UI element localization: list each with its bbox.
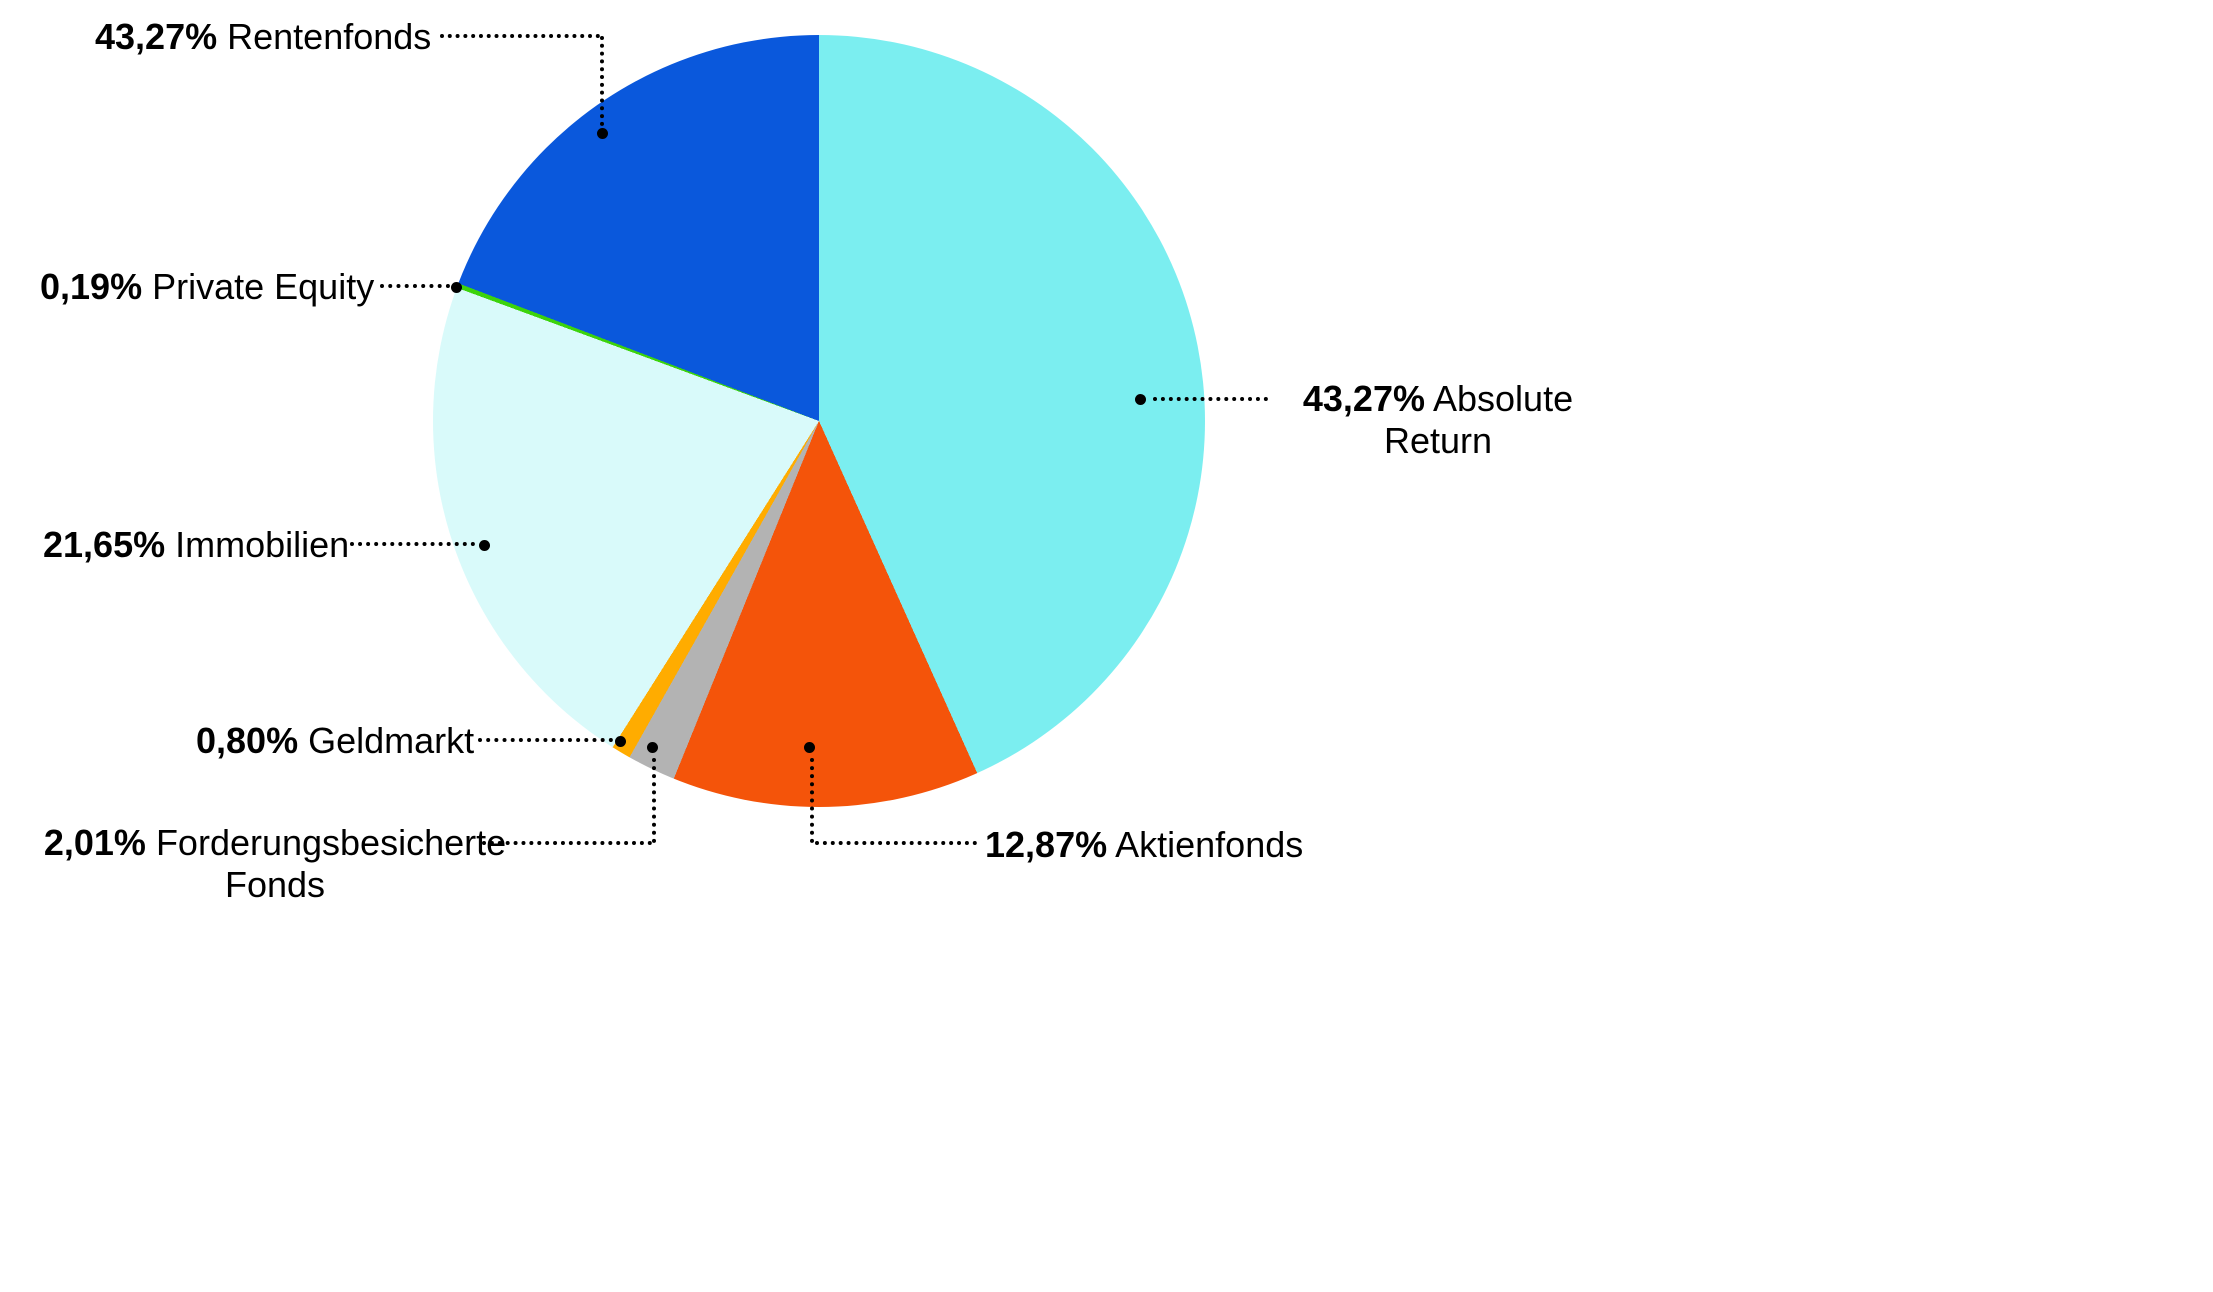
leader-rentenfonds-horizontal <box>440 34 600 38</box>
label-aktienfonds-name: Aktienfonds <box>1115 824 1304 865</box>
label-absolute-return-value: 43,27% <box>1302 378 1425 419</box>
label-forderungsbesicherte-fonds-name: Forderungsbesicherte Fonds <box>155 822 507 906</box>
marker-dot-absolute-return <box>1135 394 1146 405</box>
label-rentenfonds: 43,27% Rentenfonds <box>95 16 431 58</box>
label-geldmarkt-name: Geldmarkt <box>308 720 475 761</box>
marker-dot-aktienfonds <box>804 742 815 753</box>
leader-aktienfonds-horizontal <box>815 841 977 845</box>
label-private-equity: 0,19% Private Equity <box>40 266 374 308</box>
marker-dot-forderungsbesicherte <box>647 742 658 753</box>
label-rentenfonds-value: 43,27% <box>95 16 218 57</box>
label-absolute-return: 43,27% Absolute Return <box>1283 378 1593 463</box>
label-geldmarkt: 0,80% Geldmarkt <box>196 720 474 762</box>
marker-dot-private-equity <box>451 282 462 293</box>
label-geldmarkt-value: 0,80% <box>196 720 299 761</box>
leader-forderungsbesicherte-horizontal <box>482 841 652 845</box>
label-forderungsbesicherte-fonds: 2,01% Forderungsbesicherte Fonds <box>25 822 525 907</box>
label-private-equity-value: 0,19% <box>40 266 143 307</box>
label-aktienfonds: 12,87% Aktienfonds <box>985 824 1303 866</box>
marker-dot-rentenfonds <box>597 128 608 139</box>
label-immobilien-value: 21,65% <box>43 524 166 565</box>
label-immobilien-name: Immobilien <box>175 524 350 565</box>
leader-geldmarkt-horizontal <box>478 738 613 742</box>
leader-immobilien-horizontal <box>350 542 475 546</box>
pie-chart <box>433 35 1205 807</box>
marker-dot-geldmarkt <box>615 736 626 747</box>
label-immobilien: 21,65% Immobilien <box>43 524 349 566</box>
leader-forderungsbesicherte-vertical <box>652 758 656 843</box>
leader-private-equity-horizontal <box>380 284 450 288</box>
label-absolute-return-name: Absolute Return <box>1383 378 1574 462</box>
marker-dot-immobilien <box>479 540 490 551</box>
label-forderungsbesicherte-fonds-value: 2,01% <box>43 822 146 863</box>
leader-absolute-return-horizontal <box>1153 397 1268 401</box>
label-private-equity-name: Private Equity <box>152 266 375 307</box>
leader-aktienfonds-vertical <box>810 758 814 843</box>
label-rentenfonds-name: Rentenfonds <box>227 16 432 57</box>
label-aktienfonds-value: 12,87% <box>985 824 1108 865</box>
leader-rentenfonds-vertical <box>600 36 604 126</box>
